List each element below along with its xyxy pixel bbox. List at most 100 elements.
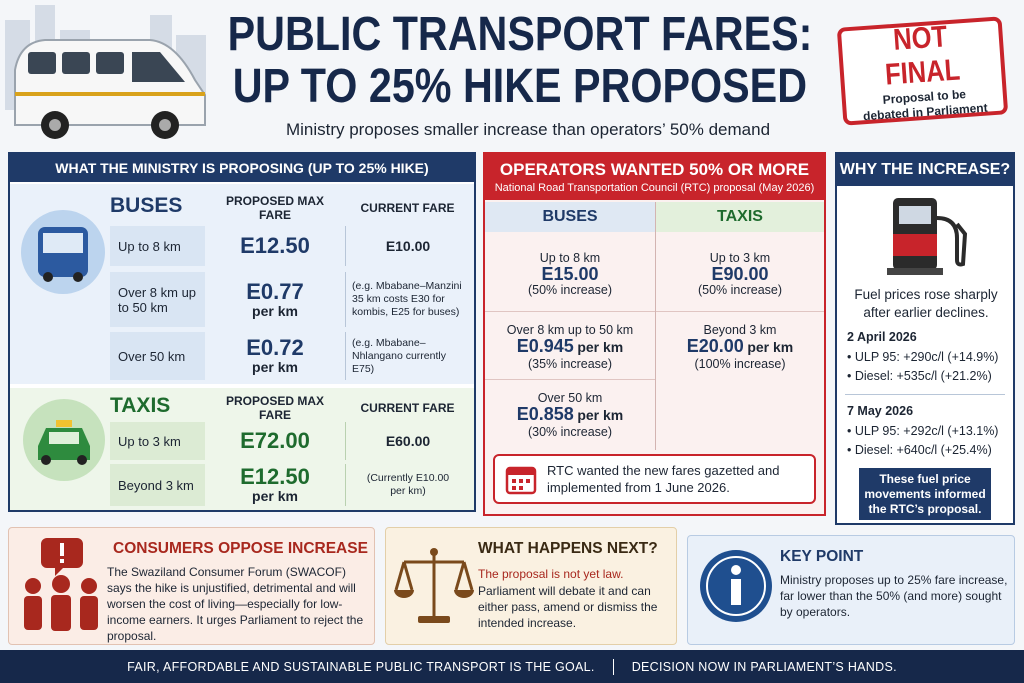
increase-note: (30% increase) xyxy=(527,425,613,439)
fare: E12.50 xyxy=(240,464,310,489)
shape xyxy=(41,538,83,576)
shape xyxy=(519,479,523,483)
current-fare: E10.00 xyxy=(345,226,470,266)
shape xyxy=(731,565,741,575)
info-icon xyxy=(700,550,772,622)
unit: per km xyxy=(252,359,298,375)
column-header: CURRENT FARE xyxy=(360,401,455,415)
panel-heading: WHY THE INCREASE? xyxy=(837,154,1013,186)
shape xyxy=(28,52,56,74)
panel-title: KEY POINT xyxy=(780,548,864,565)
shape xyxy=(24,575,98,631)
shape xyxy=(132,52,185,82)
shape xyxy=(512,479,516,483)
distance: Up to 8 km xyxy=(110,226,205,266)
shape xyxy=(43,233,83,253)
fare: E12.50 xyxy=(240,233,310,258)
note-text: RTC wanted the new fares gazetted and im… xyxy=(547,463,780,495)
fuel-item-text: Diesel: +640c/l (+25.4%) xyxy=(854,443,992,457)
fare: E72.00 xyxy=(240,428,310,453)
shape: OPERATORS WANTED 50% OR MORE National Ro… xyxy=(485,154,824,200)
unit: per km xyxy=(747,339,794,355)
shape xyxy=(15,92,205,96)
why-panel: WHY THE INCREASE? Fuel prices rose sharp… xyxy=(835,152,1015,525)
fuel-item: • Diesel: +535c/l (+21.2%) xyxy=(847,369,992,383)
current-fare: E60.00 xyxy=(345,422,470,460)
unit: per km xyxy=(252,302,298,319)
title: UP TO 25% HIKE PROPOSED xyxy=(232,60,808,113)
shape xyxy=(96,52,124,74)
panel-title: WHAT HAPPENS NEXT? xyxy=(478,540,658,557)
panel-title: CONSUMERS OPPOSE INCREASE xyxy=(113,540,368,557)
shape xyxy=(731,579,741,605)
shape xyxy=(25,578,41,594)
subtitle: Ministry proposes smaller increase than … xyxy=(285,120,771,139)
shape xyxy=(887,268,943,275)
consumers-panel: CONSUMERS OPPOSE INCREASE The Swaziland … xyxy=(8,527,375,645)
panel-text: The Swaziland Consumer Forum (SWACOF) sa… xyxy=(107,565,364,643)
current-note: (Currently E10.00 per km) xyxy=(366,472,450,497)
shape xyxy=(73,272,83,282)
shape xyxy=(519,486,523,490)
unit: per km xyxy=(577,407,624,423)
shape xyxy=(394,561,474,591)
shape: E0.858 per km xyxy=(516,404,624,424)
shape xyxy=(655,202,656,450)
shape xyxy=(512,486,516,490)
footer-bar: FAIR, AFFORDABLE AND SUSTAINABLE PUBLIC … xyxy=(0,650,1024,683)
distance: Over 50 km xyxy=(537,391,603,405)
fare: E0.945 xyxy=(516,335,574,356)
fare: E0.858 xyxy=(516,404,574,424)
shape xyxy=(41,455,51,465)
shape xyxy=(706,556,766,616)
fare: E15.00 xyxy=(541,263,599,284)
title-block: PUBLIC TRANSPORT FARES: UP TO 25% HIKE P… xyxy=(210,6,830,116)
column-header: BUSES xyxy=(485,202,655,232)
shape xyxy=(430,548,438,556)
shape xyxy=(80,596,98,630)
stamp-title: NOT FINAL xyxy=(883,20,962,92)
shape: E0.77 per km xyxy=(210,272,340,327)
people-icon xyxy=(24,538,98,631)
shape: Up to 3 km E90.00 (50% increase) xyxy=(656,236,824,312)
taxi-icon xyxy=(23,399,105,481)
section-label: BUSES xyxy=(110,194,183,217)
fuel-item: • Diesel: +640c/l (+25.4%) xyxy=(847,443,992,457)
footer-text: DECISION NOW IN PARLIAMENT’S HANDS. xyxy=(631,659,897,674)
footer-text: FAIR, AFFORDABLE AND SUSTAINABLE PUBLIC … xyxy=(127,659,595,674)
shape xyxy=(899,206,931,224)
fare: E0.77 xyxy=(246,278,304,304)
shape: E12.50 per km xyxy=(210,464,340,506)
shape: (Currently E10.00 per km) xyxy=(345,464,470,506)
column-header: TAXIS xyxy=(656,202,824,232)
shape xyxy=(62,52,90,74)
shape xyxy=(845,394,1005,395)
shape: E20.00 per km xyxy=(687,337,794,356)
shape: E12.50 xyxy=(210,226,340,266)
shape xyxy=(51,595,71,631)
shape: E72.00 xyxy=(210,422,340,460)
section-label: TAXIS xyxy=(110,394,171,417)
shape xyxy=(936,216,968,267)
shape: Over 8 km up to 50 km E0.945 per km (35% i… xyxy=(485,314,655,380)
panel-heading: WHAT THE MINISTRY IS PROPOSING (UP TO 25… xyxy=(10,154,474,182)
shape xyxy=(77,455,87,465)
shape: Up to 8 km E15.00 (50% increase) xyxy=(485,236,655,312)
intro: Fuel prices rose sharply after earlier d… xyxy=(854,287,998,320)
shape xyxy=(512,479,530,490)
distance: Beyond 3 km xyxy=(703,323,777,337)
shape xyxy=(394,590,414,598)
shape xyxy=(394,550,474,616)
increase-note: (50% increase) xyxy=(527,282,613,297)
scales-icon xyxy=(394,548,474,623)
current-note: (e.g. Mbabane–Manzini 35 km costs E30 fo… xyxy=(352,280,462,318)
bus-icon xyxy=(21,210,105,294)
distance: Beyond 3 km xyxy=(110,464,205,506)
shape xyxy=(49,119,61,131)
column-header: PROPOSED MAX FARE xyxy=(225,194,324,222)
shape xyxy=(28,52,185,82)
fuel-item: • ULP 95: +292c/l (+13.1%) xyxy=(847,424,999,438)
distance: Up to 3 km xyxy=(110,422,205,460)
note-box: RTC wanted the new fares gazetted and im… xyxy=(493,454,816,504)
panel-text: Parliament will debate it and can either… xyxy=(478,584,658,630)
